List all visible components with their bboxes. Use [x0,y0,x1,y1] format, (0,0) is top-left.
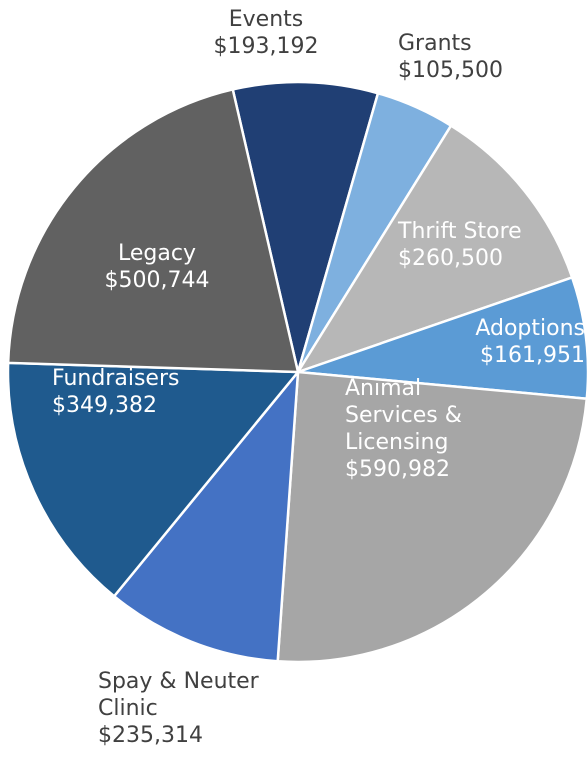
value-label: $235,314 [98,723,203,748]
slice-label: Thrift Store $260,500 [398,218,558,272]
category-label: Events [228,7,304,32]
pie-slice [276,370,587,664]
category-label: Legacy [118,241,196,266]
category-label: Grants [398,31,472,56]
category-label: Fundraisers [52,366,180,391]
value-label: $105,500 [398,58,503,83]
category-label: Animal Services & Licensing [345,376,462,455]
slice-label: Fundraisers $349,382 [52,365,232,419]
value-label: $590,982 [345,457,450,482]
value-label: $260,500 [398,246,503,271]
pie-slice [295,123,574,375]
value-label: $349,382 [52,393,157,418]
slice-label: Grants $105,500 [398,30,528,84]
category-label: Spay & Neuter Clinic [98,669,259,721]
slice-label: Animal Services & Licensing $590,982 [345,375,480,483]
slice-label: Spay & Neuter Clinic $235,314 [98,668,308,749]
pie-slice [6,87,300,374]
value-label: $161,951 [480,343,585,368]
category-label: Adoptions [475,316,585,341]
value-label: $193,192 [213,34,319,59]
pie-slice [231,80,380,377]
pie-slice [112,368,300,663]
category-label: Thrift Store [398,219,522,244]
slice-label: Adoptions $161,951 [440,315,585,369]
value-label: $500,744 [104,268,210,293]
pie-slice [6,361,301,599]
slice-label: Legacy $500,744 [82,240,232,294]
slice-label: Events $193,192 [196,6,336,60]
